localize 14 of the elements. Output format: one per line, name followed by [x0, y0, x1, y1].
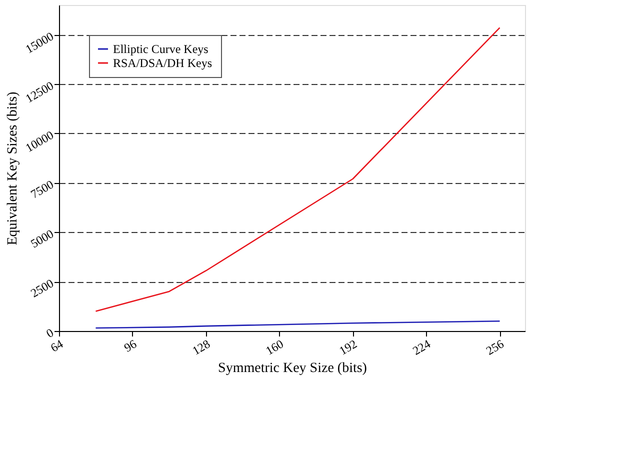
y-axis-title: Equivalent Key Sizes (bits)	[6, 91, 21, 246]
y-tick-label: 5000	[28, 226, 56, 251]
y-tick-label: 15000	[23, 29, 56, 56]
x-tick-label: 192	[336, 336, 360, 358]
x-axis-title: Symmetric Key Size (bits)	[218, 361, 368, 376]
x-tick-label: 96	[122, 336, 139, 355]
y-tick-label: 7500	[28, 177, 56, 202]
y-tick-label: 2500	[28, 276, 56, 300]
x-tick-label: 160	[263, 336, 286, 358]
legend-label: RSA/DSA/DH Keys	[113, 56, 212, 70]
x-tick-label: 128	[190, 336, 212, 358]
legend-label: Elliptic Curve Keys	[113, 42, 209, 56]
x-tick-label: 256	[484, 336, 506, 358]
x-tick-label: 224	[410, 336, 433, 358]
